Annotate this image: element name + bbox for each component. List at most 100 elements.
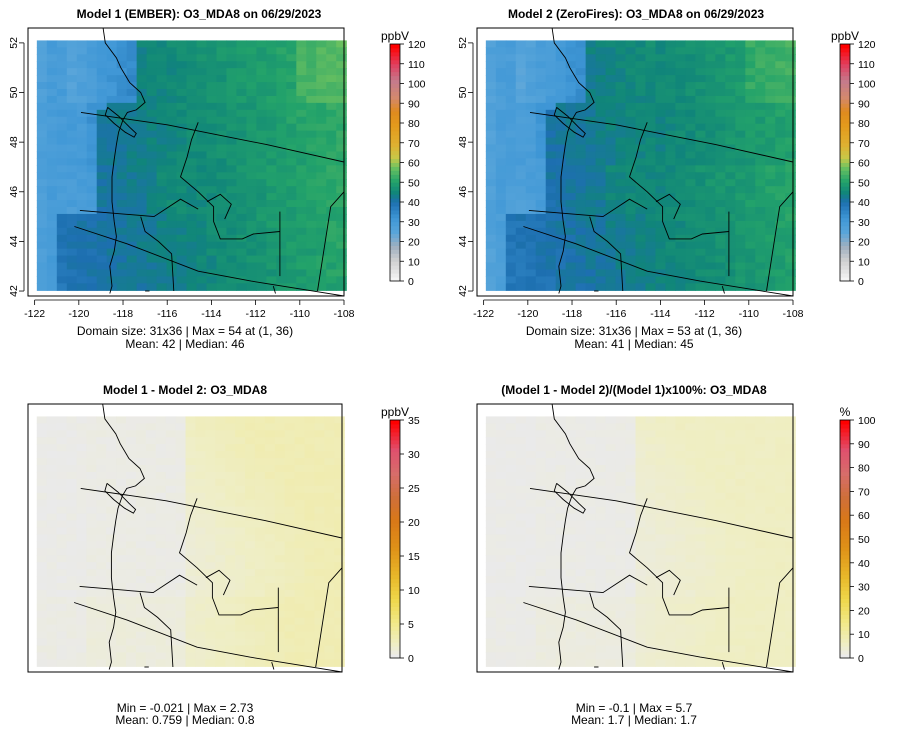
heatmap-cell <box>136 193 148 201</box>
heatmap-cell <box>705 123 716 132</box>
heatmap-cell <box>334 652 345 660</box>
heatmap-cell <box>236 165 248 173</box>
heatmap-cell <box>635 262 647 271</box>
heatmap-cell <box>226 137 238 146</box>
heatmap-cell <box>625 603 637 612</box>
heatmap-cell <box>256 158 267 166</box>
heatmap-cell <box>156 262 168 271</box>
heatmap-cell <box>575 534 587 542</box>
heatmap-cell <box>324 451 335 459</box>
heatmap-cell <box>785 624 796 633</box>
heatmap-cell <box>655 638 667 647</box>
heatmap-cell <box>276 47 287 55</box>
colorbar-segment <box>390 427 400 433</box>
heatmap-cell <box>715 193 726 201</box>
colorbar-tick-label: 80 <box>858 463 870 475</box>
heatmap-cell <box>66 444 78 452</box>
heatmap-cell <box>56 499 68 508</box>
heatmap-cell <box>206 130 218 139</box>
colorbar-segment <box>390 47 400 53</box>
heatmap-cell <box>146 61 158 69</box>
heatmap-cell <box>645 624 657 633</box>
heatmap-cell <box>735 262 746 271</box>
heatmap-cell <box>326 144 337 153</box>
heatmap-cell <box>46 137 58 146</box>
heatmap-cell <box>286 109 297 118</box>
heatmap-cell <box>615 569 627 577</box>
state-boundary <box>271 661 275 670</box>
heatmap-cell <box>96 478 107 487</box>
heatmap-cell <box>725 569 736 577</box>
heatmap-cell <box>535 451 547 459</box>
heatmap-cell <box>286 40 297 48</box>
heatmap-cell <box>76 241 88 250</box>
heatmap-cell <box>205 576 216 584</box>
heatmap-cell <box>225 645 236 654</box>
heatmap-cell <box>645 631 657 640</box>
heatmap-cell <box>545 95 557 104</box>
heatmap-cell <box>775 513 786 522</box>
heatmap-cell <box>56 562 68 570</box>
heatmap-cell <box>245 492 256 501</box>
y-tick-label: 46 <box>8 186 20 198</box>
heatmap-cell <box>565 283 577 291</box>
heatmap-cell <box>645 276 657 284</box>
heatmap-cell <box>585 659 597 667</box>
heatmap-cell <box>685 513 697 522</box>
heatmap-cell <box>745 116 756 125</box>
heatmap-cell <box>36 144 48 153</box>
heatmap-cell <box>575 276 587 284</box>
heatmap-cell <box>615 248 627 257</box>
heatmap-cell <box>156 102 168 111</box>
heatmap-cell <box>625 89 637 97</box>
heatmap-cell <box>735 451 746 459</box>
heatmap-cell <box>334 416 345 424</box>
heatmap-cell <box>314 451 325 459</box>
heatmap-cell <box>274 485 286 494</box>
heatmap-cell <box>166 186 178 194</box>
heatmap-cell <box>245 499 256 508</box>
heatmap-cell <box>136 75 148 83</box>
heatmap-cell <box>655 61 667 69</box>
heatmap-cell <box>286 165 297 173</box>
heatmap-cell <box>745 596 756 605</box>
heatmap-cell <box>565 262 577 271</box>
heatmap-cell <box>775 652 786 660</box>
heatmap-cell <box>314 610 325 619</box>
heatmap-cell <box>245 423 256 431</box>
heatmap-cell <box>685 562 697 570</box>
heatmap-cell <box>296 255 307 264</box>
colorbar-segment <box>840 170 850 175</box>
heatmap-cell <box>505 478 517 487</box>
heatmap-cell <box>695 624 706 633</box>
heatmap-cell <box>284 437 296 445</box>
heatmap-cell <box>126 555 137 563</box>
heatmap-cell <box>326 255 337 264</box>
x-tick-label: -120 <box>68 308 89 320</box>
heatmap-cell <box>655 548 667 556</box>
heatmap-cell <box>535 137 547 146</box>
heatmap-cell <box>165 471 177 480</box>
colorbar-unit-label: ppbV <box>381 405 409 419</box>
heatmap-cell <box>336 220 347 229</box>
heatmap-cell <box>515 638 527 647</box>
heatmap-cell <box>46 179 58 187</box>
heatmap-cell <box>745 68 756 76</box>
heatmap-cell <box>126 234 138 243</box>
heatmap-cell <box>106 596 117 605</box>
heatmap-cell <box>735 555 746 563</box>
heatmap-cell <box>215 548 226 556</box>
heatmap-cell <box>645 562 657 570</box>
heatmap-cell <box>715 423 726 431</box>
heatmap-cell <box>306 158 317 166</box>
x-tick-label: -108 <box>333 308 354 320</box>
heatmap-cell <box>715 478 726 487</box>
heatmap-cell <box>66 576 78 584</box>
heatmap-cell <box>635 471 647 480</box>
heatmap-cell <box>715 569 726 577</box>
heatmap-cell <box>294 534 306 542</box>
heatmap-cell <box>575 40 587 48</box>
heatmap-cell <box>485 583 497 591</box>
heatmap-cell <box>126 471 137 480</box>
heatmap-cell <box>655 492 667 501</box>
